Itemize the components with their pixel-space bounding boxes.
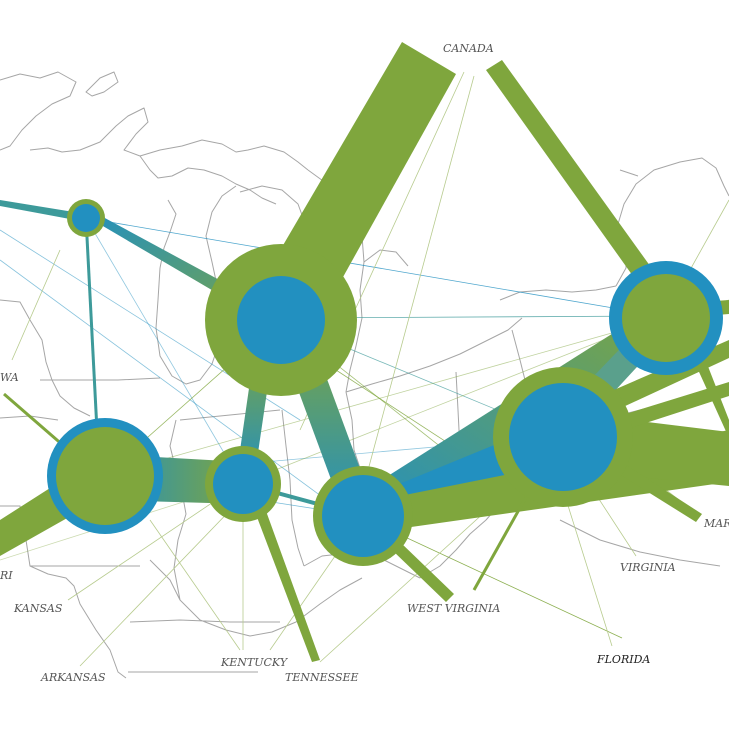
- lake-erie-outline: [345, 285, 617, 393]
- flow-newyork-south: [690, 346, 729, 438]
- nodes: [47, 199, 723, 566]
- indiana-node[interactable]: [205, 446, 281, 522]
- node-core: [237, 276, 325, 364]
- illinois-node[interactable]: [47, 418, 163, 534]
- leader-line: [149, 519, 241, 651]
- new-york-node[interactable]: [609, 261, 723, 375]
- flow-pennsylvania-maryland: [600, 452, 702, 522]
- flow-wisconsin-illinois: [84, 217, 100, 451]
- label-kansas: KANSAS: [13, 602, 63, 615]
- leader-line: [359, 75, 475, 501]
- flow-line: [0, 259, 341, 511]
- lake-superior-outline: [0, 71, 309, 171]
- ohio-node[interactable]: [313, 466, 413, 566]
- michigan-node[interactable]: [205, 244, 357, 396]
- node-core: [213, 454, 273, 514]
- leader-line: [11, 249, 61, 361]
- label-west-virginia: WEST VIRGINIA: [407, 602, 500, 615]
- node-core: [509, 383, 617, 491]
- label-iowa: WA: [0, 371, 19, 384]
- flow-line: [85, 217, 661, 317]
- label-arkansas: ARKANSAS: [40, 671, 106, 684]
- node-core: [622, 274, 710, 362]
- leader-line: [689, 199, 729, 271]
- label-tennessee: TENNESSEE: [285, 671, 359, 684]
- label-missouri: RI: [0, 569, 13, 582]
- flow-line: [239, 315, 665, 485]
- flow-pennsylvania-northeast-2: [606, 382, 729, 434]
- flow-ohio-westvirginia: [392, 542, 454, 602]
- label-maryland: MAR: [703, 517, 729, 530]
- node-core: [322, 475, 404, 557]
- pennsylvania-node[interactable]: [493, 367, 633, 507]
- label-kentucky: KENTUCKY: [220, 656, 289, 669]
- label-florida: FLORIDA: [596, 653, 650, 666]
- flow-line: [85, 217, 241, 481]
- leader-line: [79, 499, 241, 667]
- node-core: [72, 204, 100, 232]
- flow-indiana-tennessee: [252, 500, 320, 662]
- flow-west-wisconsin: [0, 200, 86, 222]
- label-canada: CANADA: [443, 42, 494, 55]
- flow-canada-newyork: [486, 60, 676, 314]
- label-virginia: VIRGINIA: [620, 561, 676, 574]
- region-labels: CANADA WA RI KANSAS ARKANSAS KENTUCKY TE…: [0, 42, 729, 684]
- flow-pennsylvania-virginia: [472, 489, 532, 591]
- ohio-valley-outline: [345, 329, 721, 579]
- node-core: [56, 427, 154, 525]
- leader-line: [559, 479, 613, 647]
- wisconsin-node[interactable]: [67, 199, 105, 237]
